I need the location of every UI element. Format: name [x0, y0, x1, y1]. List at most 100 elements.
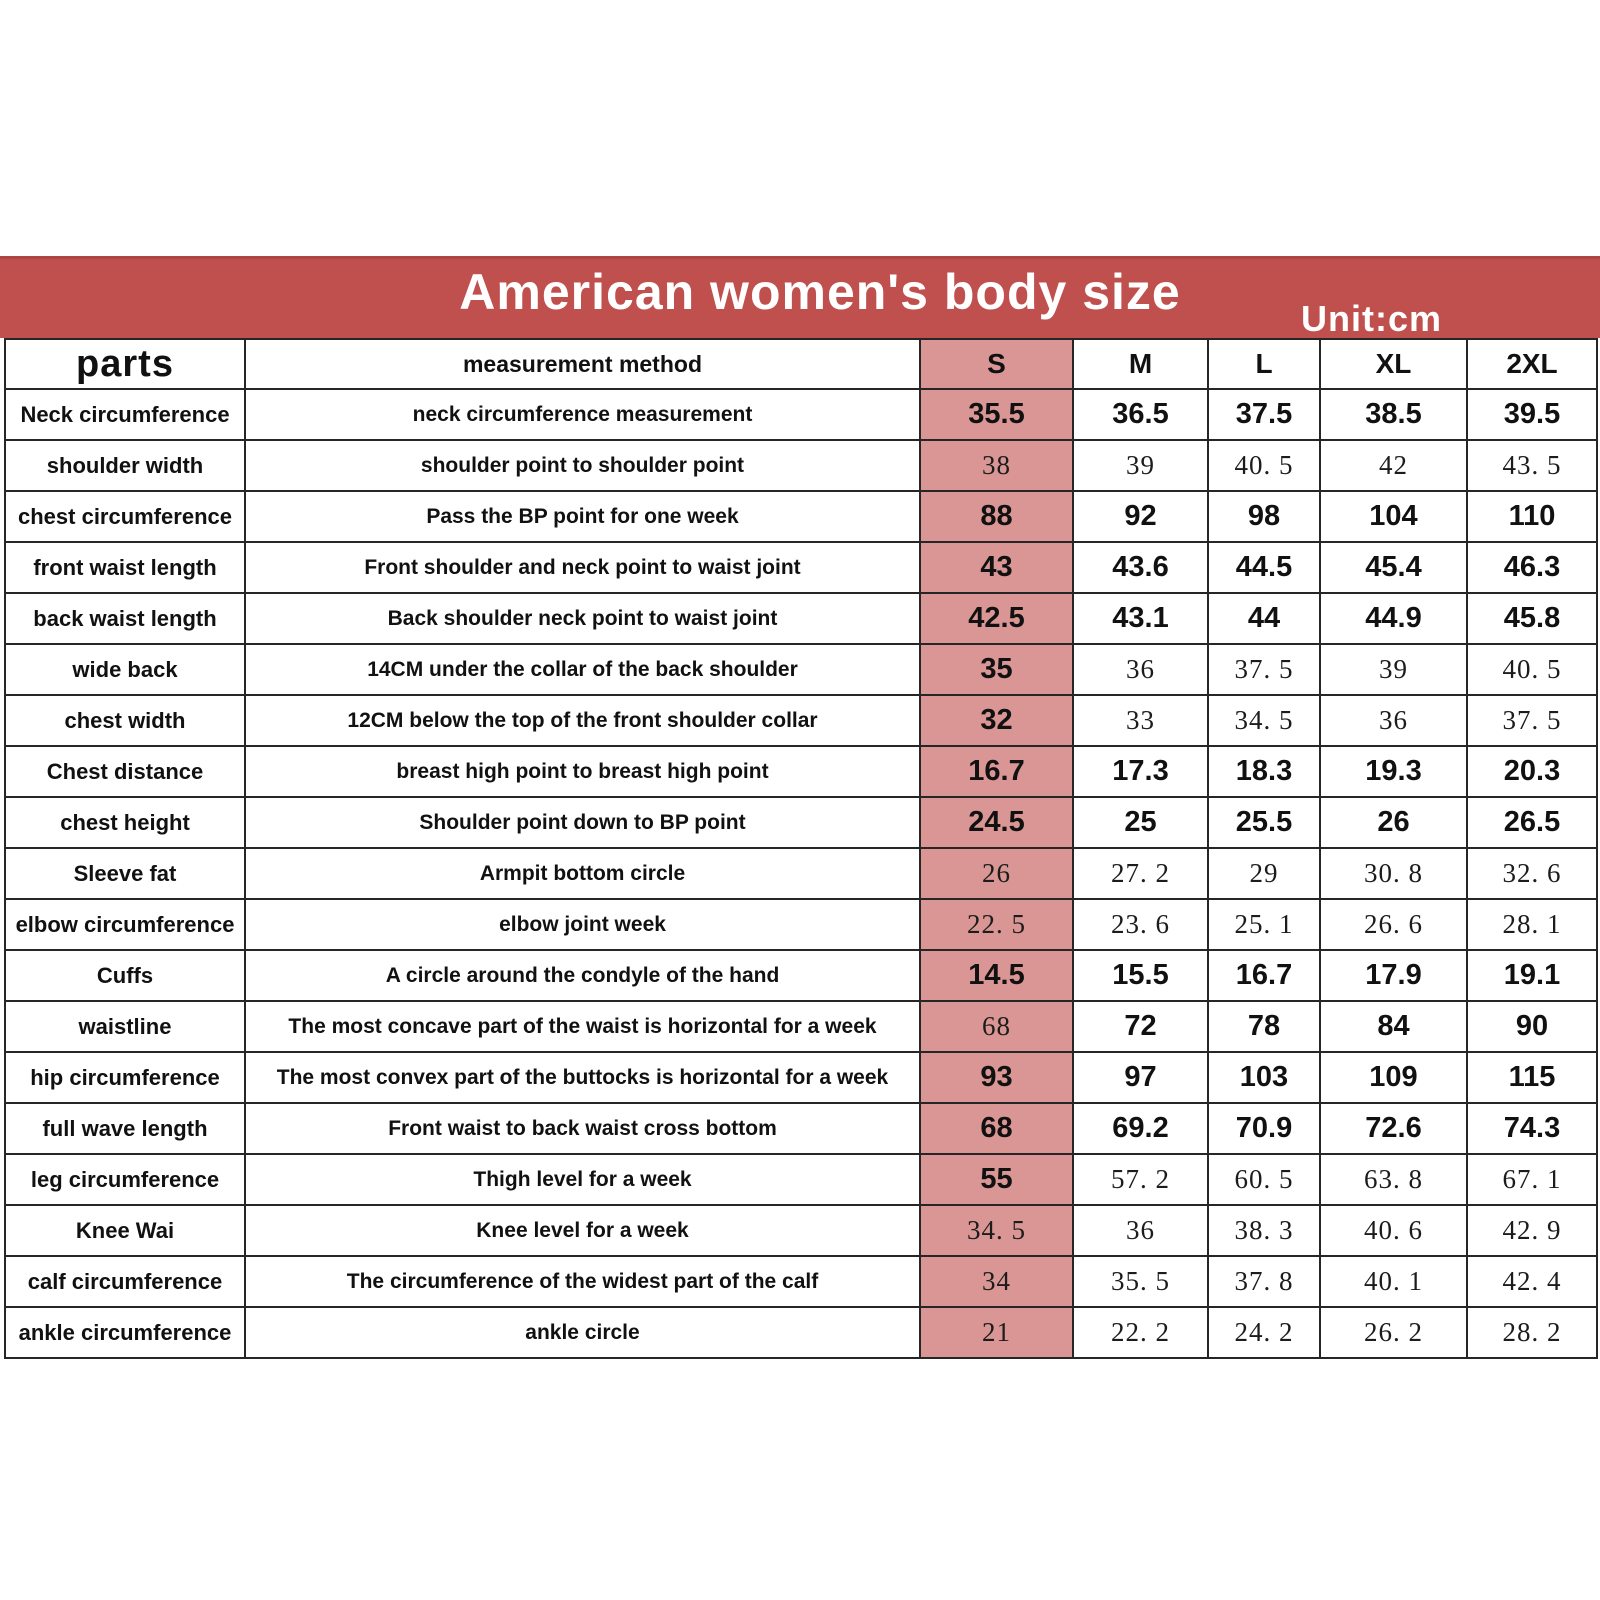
value-cell: 32. 6: [1466, 847, 1598, 900]
value-cell: 93: [919, 1051, 1074, 1104]
table-row: calf circumference The circumference of t…: [4, 1255, 1598, 1308]
table-row: Chest distance breast high point to breas…: [4, 745, 1598, 798]
method-cell: The most concave part of the waist is ho…: [244, 1000, 921, 1053]
column-header-method: measurement method: [244, 338, 921, 390]
table-row: front waist length Front shoulder and nec…: [4, 541, 1598, 594]
value-cell: 43: [919, 541, 1074, 594]
value-cell: 42.5: [919, 592, 1074, 645]
part-name-cell: calf circumference: [4, 1255, 246, 1308]
value-cell: 60. 5: [1207, 1153, 1321, 1206]
table-row: Cuffs A circle around the condyle of the …: [4, 949, 1598, 1002]
value-cell: 16.7: [919, 745, 1074, 798]
value-cell: 42. 4: [1466, 1255, 1598, 1308]
value-cell: 74.3: [1466, 1102, 1598, 1155]
method-cell: elbow joint week: [244, 898, 921, 951]
value-cell: 43.1: [1072, 592, 1209, 645]
value-cell: 25: [1072, 796, 1209, 849]
method-cell: A circle around the condyle of the hand: [244, 949, 921, 1002]
value-cell: 35: [919, 643, 1074, 696]
method-cell: Front shoulder and neck point to waist j…: [244, 541, 921, 594]
method-cell: Front waist to back waist cross bottom: [244, 1102, 921, 1155]
value-cell: 110: [1466, 490, 1598, 543]
value-cell: 84: [1319, 1000, 1468, 1053]
value-cell: 14.5: [919, 949, 1074, 1002]
value-cell: 22. 5: [919, 898, 1074, 951]
value-cell: 103: [1207, 1051, 1321, 1104]
value-cell: 40. 5: [1466, 643, 1598, 696]
title-banner: American women's body size Unit:cm: [0, 256, 1600, 339]
method-cell: Shoulder point down to BP point: [244, 796, 921, 849]
value-cell: 46.3: [1466, 541, 1598, 594]
value-cell: 22. 2: [1072, 1306, 1209, 1359]
value-cell: 39: [1072, 439, 1209, 492]
value-cell: 17.3: [1072, 745, 1209, 798]
value-cell: 36.5: [1072, 388, 1209, 441]
value-cell: 32: [919, 694, 1074, 747]
table-row: back waist length Back shoulder neck poin…: [4, 592, 1598, 645]
value-cell: 44.5: [1207, 541, 1321, 594]
value-cell: 90: [1466, 1000, 1598, 1053]
unit-label: Unit:cm: [1301, 298, 1442, 339]
part-name-cell: elbow circumference: [4, 898, 246, 951]
value-cell: 88: [919, 490, 1074, 543]
method-cell: Knee level for a week: [244, 1204, 921, 1257]
method-cell: 14CM under the collar of the back should…: [244, 643, 921, 696]
table-row: Sleeve fat Armpit bottom circle 26 27. 2 29 3…: [4, 847, 1598, 900]
value-cell: 38. 3: [1207, 1204, 1321, 1257]
value-cell: 72.6: [1319, 1102, 1468, 1155]
part-name-cell: shoulder width: [4, 439, 246, 492]
value-cell: 92: [1072, 490, 1209, 543]
value-cell: 37. 8: [1207, 1255, 1321, 1308]
value-cell: 26: [1319, 796, 1468, 849]
part-name-cell: Sleeve fat: [4, 847, 246, 900]
part-name-cell: ankle circumference: [4, 1306, 246, 1359]
part-name-cell: waistline: [4, 1000, 246, 1053]
value-cell: 36: [1319, 694, 1468, 747]
value-cell: 40. 6: [1319, 1204, 1468, 1257]
value-cell: 104: [1319, 490, 1468, 543]
value-cell: 15.5: [1072, 949, 1209, 1002]
value-cell: 109: [1319, 1051, 1468, 1104]
value-cell: 39.5: [1466, 388, 1598, 441]
method-cell: neck circumference measurement: [244, 388, 921, 441]
value-cell: 55: [919, 1153, 1074, 1206]
method-cell: ankle circle: [244, 1306, 921, 1359]
value-cell: 26: [919, 847, 1074, 900]
value-cell: 97: [1072, 1051, 1209, 1104]
value-cell: 78: [1207, 1000, 1321, 1053]
value-cell: 25.5: [1207, 796, 1321, 849]
value-cell: 35.5: [919, 388, 1074, 441]
table-row: chest circumference Pass the BP point for…: [4, 490, 1598, 543]
value-cell: 26. 6: [1319, 898, 1468, 951]
value-cell: 68: [919, 1102, 1074, 1155]
value-cell: 20.3: [1466, 745, 1598, 798]
table-row: hip circumference The most convex part of…: [4, 1051, 1598, 1104]
method-cell: shoulder point to shoulder point: [244, 439, 921, 492]
page-title: American women's body size: [459, 264, 1181, 320]
method-cell: breast high point to breast high point: [244, 745, 921, 798]
value-cell: 43. 5: [1466, 439, 1598, 492]
value-cell: 33: [1072, 694, 1209, 747]
value-cell: 26.5: [1466, 796, 1598, 849]
value-cell: 34. 5: [919, 1204, 1074, 1257]
value-cell: 24. 2: [1207, 1306, 1321, 1359]
table-row: wide back 14CM under the collar of the ba…: [4, 643, 1598, 696]
column-header-xl: XL: [1319, 338, 1468, 390]
value-cell: 40. 1: [1319, 1255, 1468, 1308]
part-name-cell: Cuffs: [4, 949, 246, 1002]
size-table: parts measurement method S M L XL 2XL Ne…: [4, 338, 1598, 1359]
part-name-cell: Knee Wai: [4, 1204, 246, 1257]
part-name-cell: hip circumference: [4, 1051, 246, 1104]
value-cell: 44.9: [1319, 592, 1468, 645]
value-cell: 37.5: [1207, 388, 1321, 441]
value-cell: 18.3: [1207, 745, 1321, 798]
value-cell: 57. 2: [1072, 1153, 1209, 1206]
value-cell: 98: [1207, 490, 1321, 543]
value-cell: 36: [1072, 643, 1209, 696]
table-row: ankle circumference ankle circle 21 22. 2 24…: [4, 1306, 1598, 1359]
method-cell: The most convex part of the buttocks is …: [244, 1051, 921, 1104]
value-cell: 23. 6: [1072, 898, 1209, 951]
header-row: parts measurement method S M L XL 2XL: [4, 338, 1598, 390]
value-cell: 40. 5: [1207, 439, 1321, 492]
